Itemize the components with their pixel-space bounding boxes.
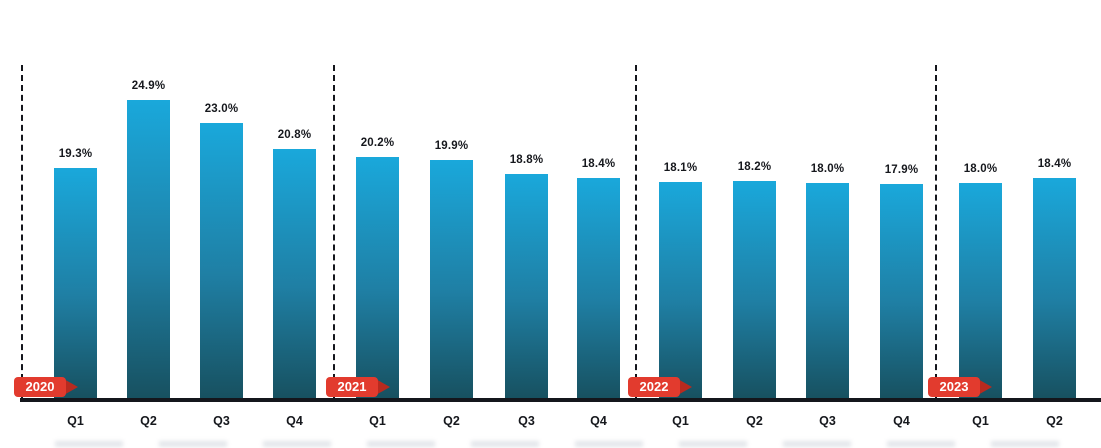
year-tag-label: 2023 <box>939 379 969 394</box>
year-tag-label: 2020 <box>25 379 55 394</box>
quarter-label: Q4 <box>590 414 607 428</box>
bar-value-label: 18.1% <box>663 161 698 174</box>
bar-value-label: 17.9% <box>884 164 919 177</box>
bar-value-label: 18.4% <box>581 158 616 171</box>
year-tag-background <box>628 377 680 397</box>
year-separator-line <box>935 65 937 400</box>
quarter-label: Q3 <box>518 414 535 428</box>
bar-value-label: 24.9% <box>131 80 166 92</box>
bar-2020-q3 <box>200 122 243 400</box>
year-separator-line <box>635 65 637 400</box>
bar-value-label: 18.2% <box>737 160 772 173</box>
bar-value-label: 20.2% <box>360 136 395 149</box>
year-separator-line <box>21 65 23 400</box>
quarter-label: Q2 <box>746 414 763 428</box>
bar-2023-q2 <box>1033 178 1076 400</box>
quarter-label: Q3 <box>213 414 230 428</box>
quarter-label: Q1 <box>369 414 386 428</box>
bar-2021-q1 <box>356 156 399 400</box>
bar-value-label: 18.0% <box>810 163 845 176</box>
bar-2021-q3 <box>505 173 548 400</box>
bar-2020-q4 <box>273 149 316 400</box>
bar-value-label: 19.3% <box>58 147 93 160</box>
year-tag-label: 2022 <box>639 379 669 394</box>
quarter-label: Q2 <box>443 414 460 428</box>
bar-value-label: 18.4% <box>1037 158 1072 171</box>
bar-2020-q1 <box>54 167 97 400</box>
quarter-label: Q2 <box>1046 414 1063 428</box>
bar-2021-q4 <box>577 178 620 400</box>
bar-2022-q1 <box>659 181 702 400</box>
quarter-label: Q1 <box>67 414 84 428</box>
bar-value-label: 18.0% <box>963 163 998 176</box>
quarter-label: Q1 <box>972 414 989 428</box>
year-tag-background <box>928 377 980 397</box>
bar-2022-q4 <box>880 184 923 400</box>
quarter-label: Q4 <box>286 414 303 428</box>
bar-2020-q2 <box>127 100 170 400</box>
bar-2022-q2 <box>733 180 776 400</box>
quarter-label: Q4 <box>893 414 910 428</box>
year-tag-label: 2021 <box>337 379 367 394</box>
x-axis-line <box>20 398 1101 402</box>
year-tag-background <box>14 377 66 397</box>
bar-value-label: 18.8% <box>509 153 544 166</box>
year-tag-background <box>326 377 378 397</box>
cropped-caption-remnant <box>55 441 1091 447</box>
bar-2022-q3 <box>806 183 849 400</box>
bar-2023-q1 <box>959 183 1002 400</box>
quarter-label: Q3 <box>819 414 836 428</box>
bar-value-label: 20.8% <box>277 129 312 142</box>
year-separator-line <box>333 65 335 400</box>
bar-value-label: 23.0% <box>204 102 239 115</box>
bar-2021-q2 <box>430 160 473 400</box>
quarter-label: Q2 <box>140 414 157 428</box>
bar-value-label: 19.9% <box>434 140 469 153</box>
quarter-label: Q1 <box>672 414 689 428</box>
